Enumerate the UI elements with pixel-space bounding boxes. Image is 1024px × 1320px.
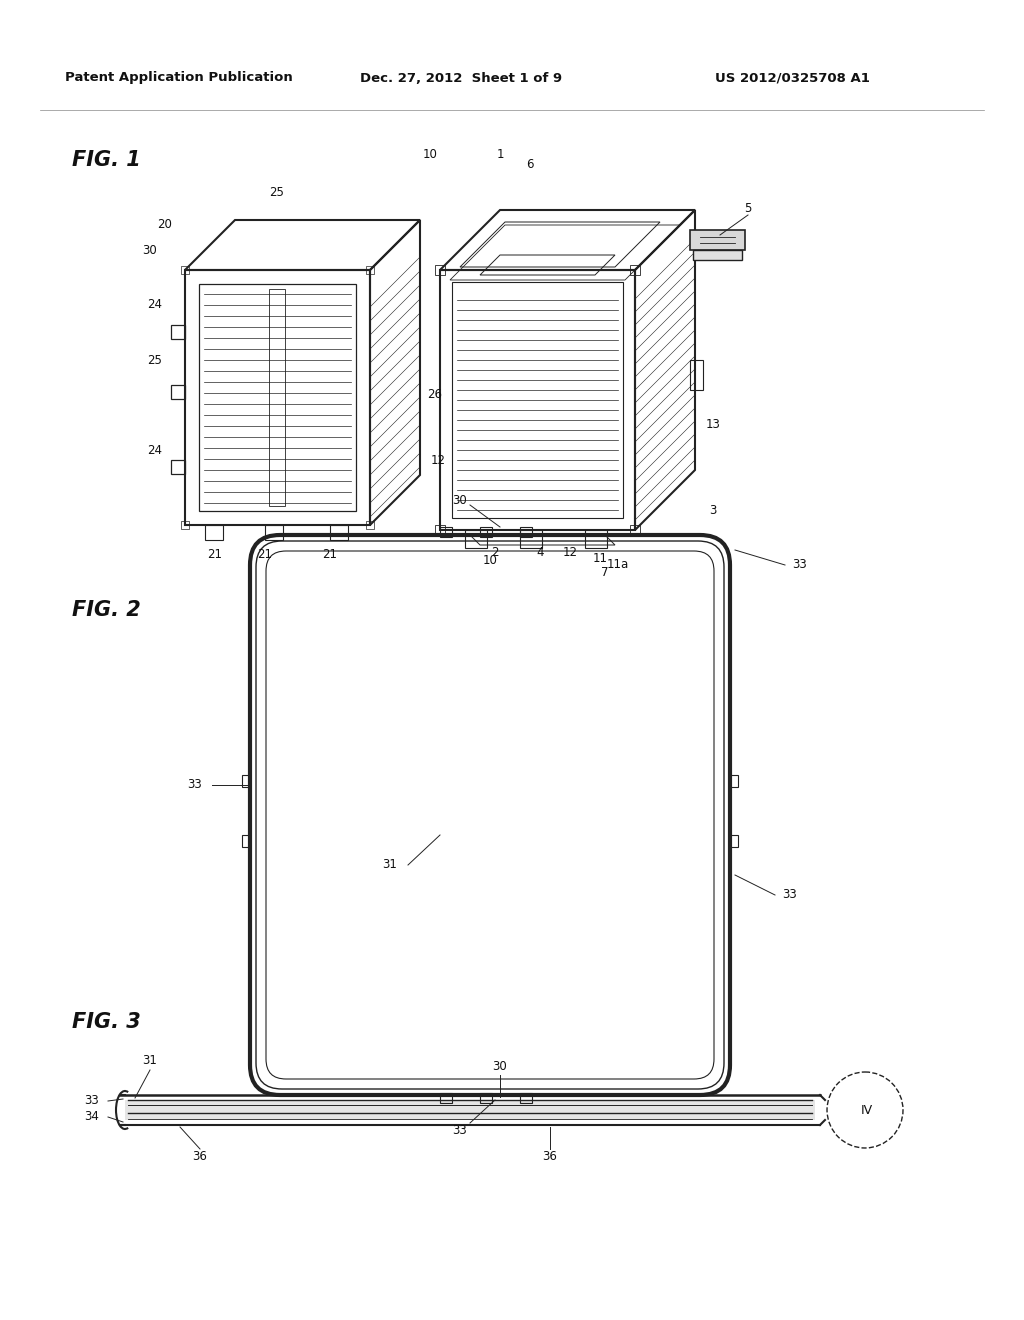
Bar <box>520 527 532 537</box>
Text: 36: 36 <box>193 1151 208 1163</box>
Text: 11: 11 <box>593 552 607 565</box>
Bar <box>242 775 250 787</box>
Text: 24: 24 <box>147 298 163 312</box>
Text: 12: 12 <box>562 545 578 558</box>
Text: FIG. 1: FIG. 1 <box>72 150 140 170</box>
Text: 36: 36 <box>543 1151 557 1163</box>
Text: 3: 3 <box>710 503 717 516</box>
Text: 21: 21 <box>323 549 338 561</box>
Text: 5: 5 <box>744 202 752 214</box>
Text: 31: 31 <box>142 1053 158 1067</box>
Text: 33: 33 <box>85 1094 99 1107</box>
Text: 34: 34 <box>85 1110 99 1123</box>
Text: 4: 4 <box>537 545 544 558</box>
Bar <box>440 527 452 537</box>
Text: 21: 21 <box>208 549 222 561</box>
Text: IV: IV <box>861 1104 873 1117</box>
Text: 12: 12 <box>430 454 445 466</box>
Bar <box>730 836 738 847</box>
Text: 25: 25 <box>147 354 163 367</box>
Text: 2: 2 <box>492 545 499 558</box>
Text: FIG. 3: FIG. 3 <box>72 1012 140 1032</box>
Text: 6: 6 <box>526 158 534 172</box>
Bar <box>520 1093 532 1104</box>
Text: Patent Application Publication: Patent Application Publication <box>65 71 293 84</box>
Text: 10: 10 <box>482 553 498 566</box>
Text: 33: 33 <box>793 558 807 572</box>
Text: 10: 10 <box>423 149 437 161</box>
Text: 33: 33 <box>453 1123 467 1137</box>
Text: 1: 1 <box>497 149 504 161</box>
Bar <box>242 836 250 847</box>
Bar <box>480 1093 492 1104</box>
Text: 26: 26 <box>427 388 442 401</box>
Text: 31: 31 <box>383 858 397 871</box>
Bar <box>125 1100 815 1119</box>
Text: US 2012/0325708 A1: US 2012/0325708 A1 <box>715 71 869 84</box>
Text: 20: 20 <box>158 219 172 231</box>
Text: Dec. 27, 2012  Sheet 1 of 9: Dec. 27, 2012 Sheet 1 of 9 <box>360 71 562 84</box>
Bar <box>730 775 738 787</box>
Text: FIG. 2: FIG. 2 <box>72 601 140 620</box>
Text: 30: 30 <box>493 1060 507 1073</box>
Text: 30: 30 <box>453 494 467 507</box>
Bar <box>480 527 492 537</box>
Text: 21: 21 <box>257 549 272 561</box>
Text: 24: 24 <box>147 444 163 457</box>
Text: 11a: 11a <box>607 558 629 572</box>
Text: 30: 30 <box>142 243 158 256</box>
Text: 7: 7 <box>601 565 608 578</box>
Text: 33: 33 <box>782 888 798 902</box>
Polygon shape <box>693 249 742 260</box>
Polygon shape <box>690 230 745 249</box>
Text: 13: 13 <box>706 418 721 432</box>
Text: 33: 33 <box>187 779 203 792</box>
Bar <box>440 1093 452 1104</box>
Text: 25: 25 <box>269 186 285 199</box>
